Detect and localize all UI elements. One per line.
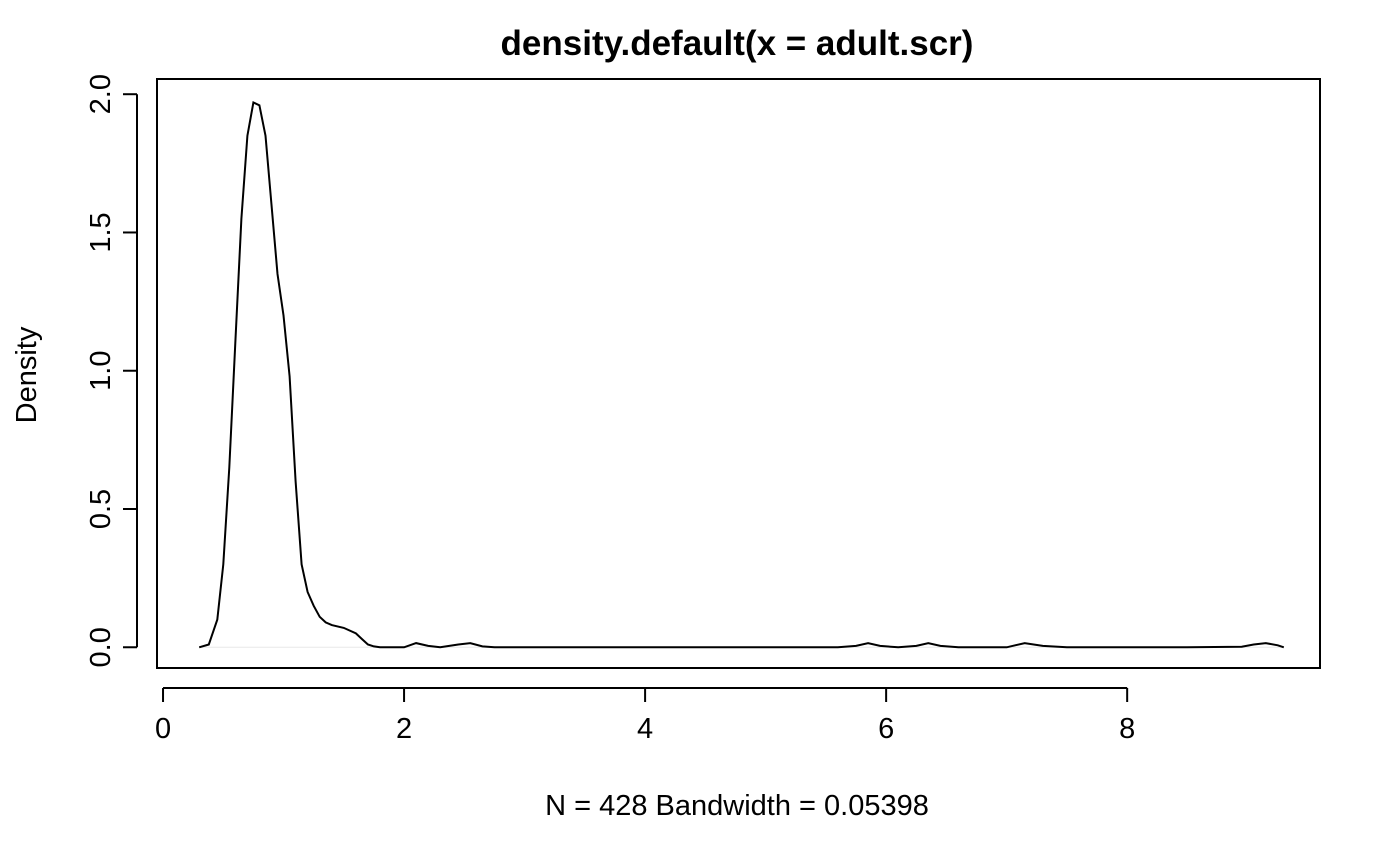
x-tick-label: 4 — [637, 713, 653, 745]
y-tick-label: 0.5 — [85, 489, 117, 529]
x-tick-label: 8 — [1119, 713, 1135, 745]
x-tick-label: 0 — [155, 713, 171, 745]
chart-title: density.default(x = adult.scr) — [501, 24, 974, 63]
y-tick-label: 2.0 — [85, 74, 117, 114]
y-tick-label: 1.5 — [85, 212, 117, 252]
y-tick-label: 1.0 — [85, 351, 117, 391]
x-tick-label: 2 — [396, 713, 412, 745]
x-tick-label: 6 — [878, 713, 894, 745]
y-axis: 0.0 0.5 1.0 1.5 2.0 — [85, 74, 138, 667]
y-tick-label: 0.0 — [85, 627, 117, 667]
y-axis-label: Density — [11, 326, 43, 423]
density-curve — [198, 101, 1285, 649]
x-axis: 0 2 4 6 8 — [155, 687, 1135, 745]
x-axis-label: N = 428 Bandwidth = 0.05398 — [545, 790, 929, 822]
plot-box — [156, 78, 1321, 669]
